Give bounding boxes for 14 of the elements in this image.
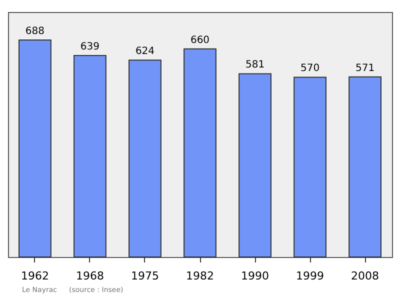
- data-label: 571: [355, 62, 375, 74]
- data-label: 660: [190, 34, 210, 46]
- x-tick-label: 1990: [241, 270, 270, 282]
- data-label: 688: [25, 26, 45, 37]
- x-tick-label: 1999: [296, 270, 324, 282]
- data-label: 570: [300, 63, 320, 74]
- x-tick-label: 1975: [130, 270, 159, 282]
- data-label: 639: [80, 41, 100, 52]
- x-tick-label: 1962: [20, 270, 49, 282]
- x-tick-label: 1982: [186, 270, 214, 282]
- x-tick-label: 1968: [76, 270, 104, 282]
- data-label: 581: [245, 60, 265, 71]
- x-tick-label: 2008: [351, 270, 380, 282]
- data-label: 624: [135, 46, 155, 58]
